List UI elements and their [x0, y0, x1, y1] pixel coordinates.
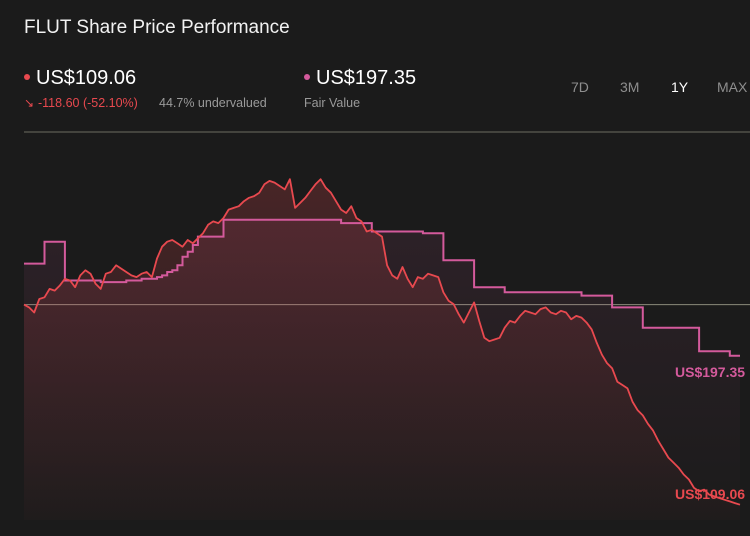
valuation-text: 44.7% undervalued	[159, 96, 267, 110]
fair-value-end-label: US$197.35	[675, 364, 745, 380]
chart-title: FLUT Share Price Performance	[24, 17, 290, 38]
fair-value-line	[24, 218, 740, 357]
tab-7d[interactable]: 7D	[571, 79, 589, 95]
fair-value-price: US$197.35	[316, 67, 417, 89]
current-price: US$109.06	[36, 67, 137, 89]
price-change: -118.60 (-52.10%)	[38, 96, 138, 110]
tab-1y[interactable]: 1Y	[671, 79, 689, 95]
price-dot-icon	[24, 74, 30, 80]
fair-value-dot-icon	[304, 74, 310, 80]
fair-value-label: Fair Value	[304, 96, 361, 110]
price-line	[23, 178, 741, 506]
price-end-label: US$109.06	[675, 486, 745, 502]
price-area	[24, 179, 740, 520]
tab-max[interactable]: MAX	[717, 79, 748, 95]
arrow-down-right-icon: ↘	[24, 96, 35, 110]
tab-3m[interactable]: 3M	[620, 79, 640, 95]
